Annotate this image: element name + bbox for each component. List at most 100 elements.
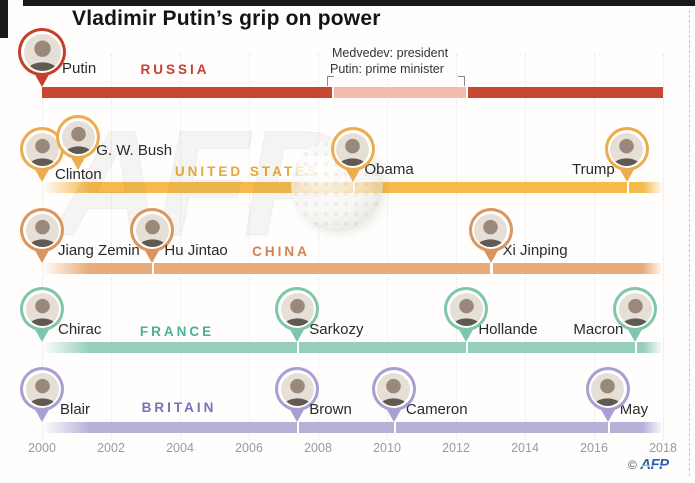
gridline-2018 xyxy=(663,54,664,440)
annotation-bracket-right xyxy=(458,76,465,86)
gridline-2004 xyxy=(180,54,181,440)
top-black-bar xyxy=(23,0,695,6)
leader-photo xyxy=(618,292,652,326)
leader-label-blair: Blair xyxy=(60,401,91,418)
axis-year-2014: 2014 xyxy=(511,441,539,455)
pin-photo-frame xyxy=(449,292,483,326)
leader-pin-g-w-bush xyxy=(56,115,101,175)
leader-photo xyxy=(25,372,59,406)
leader-label-jiang-zemin: Jiang Zemin xyxy=(58,242,140,259)
pin-photo-frame xyxy=(610,132,644,166)
timeline-bar-china-seg2 xyxy=(152,263,491,274)
leader-photo xyxy=(474,213,507,247)
axis-year-2000: 2000 xyxy=(28,441,56,455)
leader-label-hu-jintao: Hu Jintao xyxy=(164,242,228,259)
leader-pin-hollande xyxy=(444,287,489,347)
leader-photo xyxy=(25,292,59,326)
timeline-bar-france-seg1 xyxy=(42,342,298,353)
gridline-2008 xyxy=(318,54,319,440)
timeline-bar-france-seg2 xyxy=(297,342,467,353)
timeline-bar-china-seg3 xyxy=(490,263,663,274)
pin-photo-frame xyxy=(591,372,625,406)
leader-photo xyxy=(135,213,169,247)
pin-photo-frame xyxy=(25,213,59,247)
timeline-bar-china-seg1 xyxy=(42,263,153,274)
pin-photo-frame xyxy=(23,33,61,71)
leader-pin-obama xyxy=(330,127,375,187)
leader-pin-sarkozy xyxy=(275,287,320,347)
country-label-britain: BRITAIN xyxy=(141,400,217,415)
leader-pin-may xyxy=(585,367,630,427)
afp-logo: AFP xyxy=(640,456,669,473)
leader-pin-jiang-zemin xyxy=(20,208,64,268)
leader-pin-cameron xyxy=(371,367,416,427)
timeline-bar-britain-seg4 xyxy=(607,422,663,433)
pin-photo-frame xyxy=(336,132,369,166)
gridline-2012 xyxy=(456,54,457,440)
axis-year-2012: 2012 xyxy=(442,441,470,455)
gridline-2002 xyxy=(111,54,112,440)
pin-photo-frame xyxy=(280,372,314,406)
leader-photo xyxy=(23,33,61,71)
country-label-russia: RUSSIA xyxy=(140,62,210,77)
left-black-mark xyxy=(0,0,8,38)
timeline-bar-britain-seg2 xyxy=(297,422,394,433)
leader-pin-trump xyxy=(604,127,649,187)
axis-year-2016: 2016 xyxy=(580,441,608,455)
right-dashed-border xyxy=(689,10,690,476)
leader-pin-macron xyxy=(613,287,658,347)
pin-photo-frame xyxy=(280,292,314,326)
leader-photo xyxy=(280,292,314,326)
leader-photo xyxy=(449,292,483,326)
gridline-2016 xyxy=(594,54,595,440)
country-label-france: FRANCE xyxy=(139,324,215,339)
axis-year-2004: 2004 xyxy=(166,441,194,455)
leader-label-chirac: Chirac xyxy=(58,321,102,338)
timeline-bar-russia-seg2 xyxy=(331,87,467,98)
leader-photo xyxy=(61,120,95,154)
leader-photo xyxy=(280,372,314,406)
leader-label-clinton: Clinton xyxy=(55,166,102,183)
timeline-bar-france-seg4 xyxy=(635,342,663,353)
leader-label-brown: Brown xyxy=(309,401,352,418)
leader-label-sarkozy: Sarkozy xyxy=(309,321,364,338)
pin-photo-frame xyxy=(474,213,507,247)
gridline-2010 xyxy=(387,54,388,440)
timeline-bar-united-states-seg1 xyxy=(42,182,353,193)
gridline-2014 xyxy=(525,54,526,440)
axis-year-2010: 2010 xyxy=(373,441,401,455)
pin-photo-frame xyxy=(61,120,95,154)
leader-label-putin: Putin xyxy=(62,60,97,77)
leader-label-may: May xyxy=(619,401,649,418)
leader-pin-chirac xyxy=(20,287,64,347)
pin-photo-frame xyxy=(135,213,169,247)
timeline-bar-britain-seg3 xyxy=(393,422,608,433)
leader-photo xyxy=(610,132,644,166)
leader-label-macron: Macron xyxy=(573,321,624,338)
timeline-bar-britain-seg1 xyxy=(42,422,298,433)
leader-pin-xi-jinping xyxy=(468,208,513,268)
timeline-bar-united-states-seg3 xyxy=(626,182,663,193)
leader-label-hollande: Hollande xyxy=(478,321,538,338)
medvedev-annotation-line1: Medvedev: president xyxy=(332,46,449,60)
pin-photo-frame xyxy=(25,292,59,326)
leader-label-g-w-bush: G. W. Bush xyxy=(96,142,173,159)
axis-year-2008: 2008 xyxy=(304,441,332,455)
leader-label-trump: Trump xyxy=(571,161,615,178)
afp-credit: © AFP xyxy=(628,456,669,473)
leader-photo xyxy=(25,213,59,247)
axis-year-2002: 2002 xyxy=(97,441,125,455)
leader-photo xyxy=(25,132,59,166)
leader-label-cameron: Cameron xyxy=(405,401,468,418)
leader-pin-putin xyxy=(18,28,66,92)
leader-photo xyxy=(377,372,411,406)
leader-pin-hu-jintao xyxy=(130,208,175,268)
medvedev-annotation-line2: Putin: prime minister xyxy=(330,62,444,76)
timeline-bar-united-states-seg2 xyxy=(352,182,627,193)
gridline-2006 xyxy=(249,54,250,440)
timeline-bar-russia-seg1 xyxy=(42,87,332,98)
leader-pin-brown xyxy=(275,367,320,427)
pin-photo-frame xyxy=(25,372,59,406)
leader-pin-blair xyxy=(20,367,64,427)
infographic-title: Vladimir Putin’s grip on power xyxy=(72,7,381,30)
